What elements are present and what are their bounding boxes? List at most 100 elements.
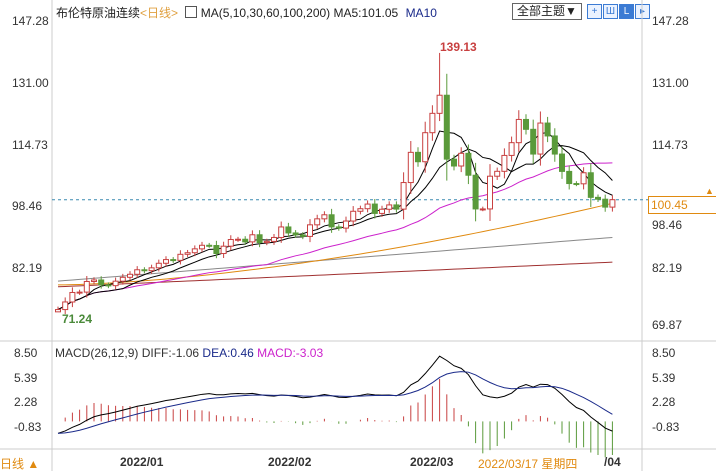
price-label-right: 114.73 <box>652 137 688 152</box>
candle-body <box>479 208 486 211</box>
period-toggle-label: 日线 <box>0 457 25 471</box>
candle-body <box>537 122 544 155</box>
price-label-left: 147.28 <box>12 14 49 28</box>
candle-body <box>587 172 594 198</box>
candle-body <box>69 291 76 303</box>
candle-body <box>415 151 421 163</box>
candle-body <box>609 199 616 208</box>
candle-body <box>199 244 205 250</box>
ma10-value: MA10 <box>405 6 437 20</box>
candle-body <box>292 232 299 236</box>
candle-body <box>357 208 364 212</box>
candle-body <box>141 269 148 272</box>
price-label-left: 131.00 <box>12 75 49 90</box>
price-label-right: 82.19 <box>652 261 683 275</box>
candle-body <box>379 208 385 214</box>
candle-body <box>98 279 105 286</box>
period-label[interactable]: <日线> <box>140 6 179 20</box>
macd-label-right: -0.83 <box>652 420 680 434</box>
diff-line <box>57 355 613 434</box>
candle-body <box>393 204 400 210</box>
candle-body <box>407 151 414 184</box>
date-feb: 2022/02 <box>268 455 312 469</box>
candle-body <box>119 276 126 282</box>
ma30-line <box>57 162 613 311</box>
ma200-line <box>57 261 613 288</box>
high-label: 139.13 <box>440 40 477 54</box>
macd-label-left: 8.50 <box>14 346 38 360</box>
candle-body <box>371 203 378 214</box>
candle-body <box>163 259 169 264</box>
candle-body <box>350 210 357 222</box>
candle-body <box>148 267 155 272</box>
candle-body <box>451 158 457 167</box>
candle-body <box>76 291 83 294</box>
macd-label-right: 2.28 <box>652 395 676 410</box>
macd-label-right: 8.50 <box>652 346 676 360</box>
layout-icon[interactable]: Ш <box>603 4 618 19</box>
candle-body <box>227 239 234 247</box>
candle-body <box>429 112 436 134</box>
price-label-right: 131.00 <box>652 75 689 90</box>
candle-body <box>386 204 393 210</box>
candle-body <box>91 279 97 282</box>
price-marker-icon: ▲ <box>705 186 714 196</box>
macd-header: MACD(26,12,9) DIFF:-1.06 DEA:0.46 MACD:-… <box>55 346 323 360</box>
ma60-line <box>57 202 613 286</box>
candle-body <box>83 280 90 293</box>
theme-dropdown[interactable]: 全部主题▼ <box>512 3 582 20</box>
macd-label-right: 5.39 <box>652 370 676 385</box>
chart-header: 布伦特原油连续<日线> MA(5,10,30,60,100,200) MA5:1… <box>56 4 437 21</box>
candle-body <box>177 253 184 261</box>
ma100-line <box>57 236 613 282</box>
candle-body <box>55 309 61 313</box>
candle-body <box>501 154 508 172</box>
cursor-date: 2022/03/17 星期四 <box>478 457 578 471</box>
candle-body <box>242 238 249 243</box>
candle-body <box>206 244 213 247</box>
ma5-line <box>57 130 613 311</box>
candle-body <box>256 234 263 244</box>
bar-icon[interactable]: L <box>619 4 634 19</box>
candle-body <box>105 284 112 287</box>
candle-body <box>170 259 177 262</box>
macd-label-left: 2.28 <box>14 395 38 410</box>
candle-body <box>134 269 141 275</box>
ma10-line <box>57 145 613 311</box>
candle-body <box>220 245 227 255</box>
date-apr: /04 <box>604 455 621 469</box>
candle-body <box>566 170 573 185</box>
price-label-right: 69.87 <box>652 318 683 332</box>
ma-label: MA(5,10,30,60,100,200) <box>200 6 331 20</box>
grid-icon[interactable]: + <box>587 4 602 19</box>
candle-body <box>235 238 241 241</box>
candle-body <box>443 94 450 160</box>
candle-body <box>458 152 465 167</box>
candle-body <box>127 273 133 278</box>
period-toggle[interactable]: 日线 ▲ <box>0 455 39 472</box>
candle-body <box>595 196 601 200</box>
ma-settings-icon[interactable] <box>185 6 198 18</box>
candle-body <box>364 203 371 210</box>
candle-body <box>335 226 342 229</box>
candle-body <box>551 135 558 155</box>
candle-body <box>155 262 162 269</box>
price-label-left: 98.46 <box>12 199 43 214</box>
price-label-right: 98.46 <box>652 218 683 232</box>
candle-body <box>422 132 429 163</box>
candle-body <box>494 170 501 177</box>
candle-body <box>523 118 529 130</box>
price-label-left: 82.19 <box>12 261 43 275</box>
candle-body <box>400 182 407 210</box>
candle-body <box>213 245 220 255</box>
candle-body <box>314 218 321 226</box>
macd-label-left: -0.83 <box>14 420 42 434</box>
instrument-name: 布伦特原油连续 <box>56 6 141 20</box>
arrow-up-icon: ▲ <box>27 457 40 471</box>
candle-body <box>343 220 349 229</box>
candle-body <box>285 226 292 234</box>
candle-body <box>544 122 551 137</box>
candle-body <box>436 94 443 114</box>
candle-body <box>263 240 270 244</box>
